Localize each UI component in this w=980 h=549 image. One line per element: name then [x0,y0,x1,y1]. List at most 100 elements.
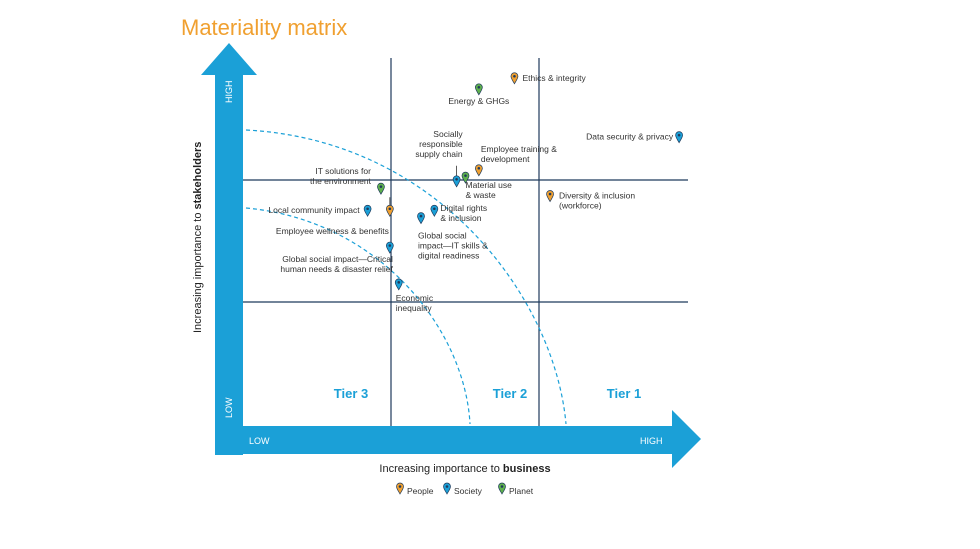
society-legend-pin-icon-dot [445,485,449,488]
society-pin-icon-dot [388,244,392,247]
people-legend-pin-icon-dot [398,485,402,488]
society-pin-icon [452,175,461,188]
point-label-line: Material use [466,180,513,190]
planet-pin-icon [461,171,470,184]
point-label-line: Socially [433,129,463,139]
legend-item-planet: Planet [498,482,534,496]
point-label-line: Ethics & integrity [522,73,586,83]
point-label-line: responsible [419,139,463,149]
point-label-line: IT solutions for [315,166,371,176]
data-points: Ethics & integrity Energy & GHGs Data secu… [268,72,683,313]
y-high-label: HIGH [224,81,234,104]
data-point: Data security & privacy [586,131,683,144]
chart-title: Materiality matrix [181,15,348,40]
society-pin-icon-dot [419,214,423,218]
planet-pin-icon-dot [477,86,481,89]
data-point: Ethics & integrity [510,72,587,85]
point-label-line: development [481,154,530,164]
point-label: Economic inequality [396,293,434,313]
planet-pin-icon-dot [464,174,467,177]
point-label: Digital rights & inclusion [440,203,487,223]
tier-2-label: Tier 2 [493,386,527,401]
society-pin-icon [430,204,439,217]
point-label-line: supply chain [415,149,463,159]
point-label-line: impact—IT skills & [418,241,488,251]
legend-label: Society [454,486,483,496]
point-label: Data security & privacy [586,132,674,142]
point-label-line: Employee training & [481,144,557,154]
data-point: Socially responsible supply chain [415,129,463,188]
data-point: IT solutions for the environment [310,166,385,195]
tier-curve-outer [245,129,567,425]
point-label-line: Energy & GHGs [448,96,509,106]
point-label-line: digital readiness [418,251,479,261]
people-pin-icon-dot [548,192,552,196]
people-pin-icon [510,72,519,85]
point-label: Local community impact [268,205,360,215]
point-label-line: human needs & disaster relief [280,264,393,274]
people-pin-icon-dot [477,166,481,170]
data-point: Global social impact—Critical human needs… [280,241,394,274]
point-label: Global social impact—IT skills & digital r… [418,231,488,261]
legend-item-people: People [396,482,434,496]
society-pin-icon [363,204,372,217]
society-pin-icon-dot [433,207,436,211]
data-point: Economic inequality [394,278,434,313]
people-pin-icon [474,164,483,177]
data-point: Employee training & development [474,144,557,177]
planet-pin-icon [377,182,385,195]
society-pin-icon [675,131,683,144]
society-pin-icon [385,241,394,254]
x-low-label: LOW [249,436,270,446]
x-high-label: HIGH [640,436,663,446]
planet-legend-pin-icon-dot [500,485,504,488]
x-axis-arrow [215,410,701,468]
point-label-line: Economic [396,293,434,303]
society-pin-icon-dot [397,281,401,284]
point-label-line: the environment [310,176,372,186]
y-axis-title: Increasing importance to stakeholders [192,142,204,333]
tier-1-label: Tier 1 [607,386,641,401]
data-point: Digital rights & inclusion [430,203,487,223]
y-low-label: LOW [224,397,234,418]
point-label: Diversity & inclusion (workforce) [559,191,635,211]
people-legend-pin-icon [396,482,404,495]
society-pin-icon-dot [455,178,458,181]
data-point: Energy & GHGs [448,83,509,106]
point-label-line: Local community impact [268,205,360,215]
legend: People Society Planet [396,482,534,496]
point-label: Energy & GHGs [448,96,509,106]
point-label-line: Diversity & inclusion [559,191,635,201]
point-label-line: Global social [418,231,467,241]
point-label: Ethics & integrity [522,73,586,83]
point-label-line: Global social impact—Critical [282,254,393,264]
point-label: Material use & waste [466,180,513,200]
point-label-line: Data security & privacy [586,132,674,142]
point-label: Global social impact—Critical human needs… [280,254,393,274]
people-pin-icon-dot [388,207,392,211]
legend-item-society: Society [443,482,483,496]
people-pin-icon-dot [513,74,516,78]
tier-curves [245,129,567,425]
point-label: IT solutions for the environment [310,166,372,186]
point-label: Socially responsible supply chain [415,129,463,159]
society-pin-icon [394,278,403,291]
data-point: Employee wellness & benefits [276,197,394,236]
point-label: Employee wellness & benefits [276,226,389,236]
x-axis-title: Increasing importance to business [379,463,550,475]
society-pin-icon-dot [677,133,681,137]
data-point: Local community impact [268,204,372,217]
society-pin-icon [417,212,425,225]
data-point: Material use & waste [461,171,513,200]
point-label-line: (workforce) [559,201,602,211]
point-label-line: & waste [466,190,497,200]
data-point: Global social impact—IT skills & digital r… [417,212,488,261]
legend-label: Planet [509,486,534,496]
society-pin-icon-dot [366,207,369,211]
society-legend-pin-icon [443,482,451,495]
data-point: Diversity & inclusion (workforce) [546,190,635,211]
people-pin-icon [546,190,554,203]
planet-legend-pin-icon [498,482,506,495]
y-axis-arrow [201,43,257,455]
